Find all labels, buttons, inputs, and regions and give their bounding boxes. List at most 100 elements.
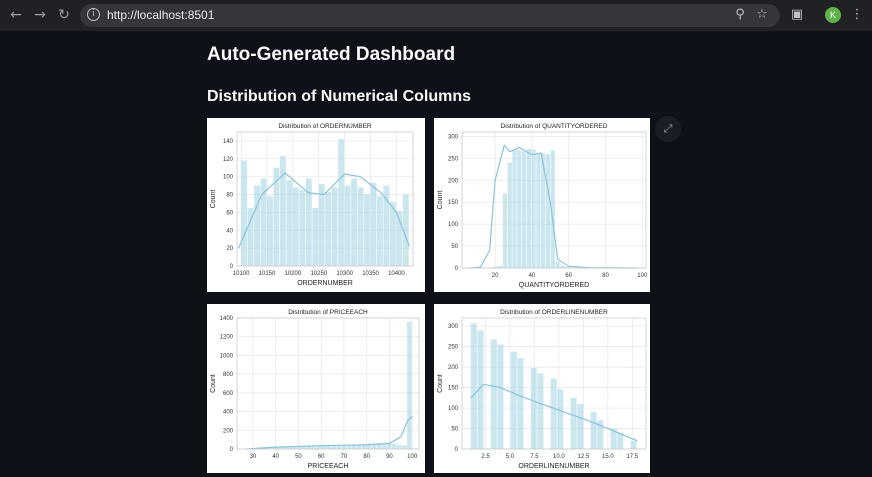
y-tick-label: 0 xyxy=(230,264,234,270)
x-tick-label: 5.0 xyxy=(506,454,515,460)
x-tick-label: 50 xyxy=(295,454,302,460)
y-tick-label: 60 xyxy=(226,210,233,216)
histogram-bar xyxy=(293,187,299,266)
histogram-bar xyxy=(517,150,521,268)
y-tick-label: 0 xyxy=(455,447,459,453)
section-title: Distribution of Numerical Columns xyxy=(207,88,471,106)
x-tick-label: 70 xyxy=(341,454,348,460)
x-tick-label: 10150 xyxy=(259,271,276,277)
histogram-bar xyxy=(319,184,325,266)
reload-icon[interactable]: ↻ xyxy=(54,5,74,25)
histogram-bar xyxy=(511,352,517,449)
profile-avatar[interactable]: K xyxy=(825,7,841,23)
x-tick-label: 12.5 xyxy=(578,454,590,460)
histogram-bar xyxy=(358,187,364,266)
y-tick-label: 120 xyxy=(223,157,234,163)
info-icon[interactable]: i xyxy=(87,8,100,21)
histogram-bar xyxy=(267,196,273,266)
back-icon[interactable]: ← xyxy=(6,5,26,25)
histogram-bar xyxy=(497,345,503,449)
priceeach-histogram: 0 200 400 600 800 1000 1200 1400 30 40 50 60 70 80 90 1… xyxy=(207,304,425,473)
forward-icon[interactable]: → xyxy=(30,5,50,25)
x-tick-label: 60 xyxy=(565,273,572,279)
x-tick-label: 10250 xyxy=(310,271,327,277)
y-tick-label: 250 xyxy=(448,156,459,162)
y-tick-label: 1200 xyxy=(220,335,234,341)
plot-frame xyxy=(237,318,419,449)
histogram-bar xyxy=(546,154,550,268)
y-tick-label: 40 xyxy=(226,228,233,234)
x-axis-label: ORDERLINENUMBER xyxy=(518,463,589,470)
y-tick-label: 50 xyxy=(451,427,458,433)
y-tick-label: 100 xyxy=(448,222,459,228)
y-tick-label: 250 xyxy=(448,345,459,351)
y-tick-label: 300 xyxy=(448,324,459,330)
x-tick-label: 20 xyxy=(492,273,499,279)
y-tick-label: 1000 xyxy=(220,353,234,359)
y-tick-label: 400 xyxy=(223,410,234,416)
histogram-bar xyxy=(551,379,557,449)
histogram-bar xyxy=(397,445,401,449)
y-tick-label: 100 xyxy=(448,406,459,412)
zoom-icon[interactable]: ⚲ xyxy=(731,6,749,24)
histogram-bar xyxy=(299,190,305,266)
histogram-bar xyxy=(536,153,540,268)
x-tick-label: 10.0 xyxy=(553,454,565,460)
x-tick-label: 100 xyxy=(407,454,418,460)
x-tick-label: 10350 xyxy=(362,271,379,277)
x-tick-label: 10400 xyxy=(388,271,405,277)
x-tick-label: 90 xyxy=(386,454,393,460)
histogram-bar xyxy=(286,180,292,266)
histogram-bar xyxy=(402,445,406,449)
histogram-bar xyxy=(241,161,247,266)
kde-line xyxy=(246,416,412,449)
chart-priceeach: 0 200 400 600 800 1000 1200 1400 30 40 50 60 70 80 90 1… xyxy=(207,304,425,473)
x-tick-label: 7.5 xyxy=(530,454,539,460)
page-title: Auto-Generated Dashboard xyxy=(207,44,455,66)
histogram-bar xyxy=(532,150,536,268)
chart-title: Distribution of ORDERLINENUMBER xyxy=(500,309,608,316)
y-tick-label: 200 xyxy=(223,428,234,434)
histogram-bar xyxy=(392,444,396,449)
chart-title: Distribution of QUANTITYORDERED xyxy=(501,123,608,130)
histogram-bar xyxy=(491,339,497,449)
x-tick-label: 15.0 xyxy=(602,454,614,460)
chart-title: Distribution of PRICEEACH xyxy=(288,309,368,316)
y-axis-label: Count xyxy=(437,374,444,393)
x-tick-label: 30 xyxy=(250,454,257,460)
x-tick-label: 2.5 xyxy=(481,454,490,460)
star-icon[interactable]: ☆ xyxy=(753,6,771,24)
x-tick-label: 40 xyxy=(529,273,536,279)
y-tick-label: 0 xyxy=(230,447,234,453)
y-tick-label: 600 xyxy=(223,391,234,397)
y-axis-label: Count xyxy=(437,191,444,210)
x-tick-label: 10200 xyxy=(285,271,302,277)
extensions-icon[interactable]: ▣ xyxy=(788,6,806,24)
y-tick-label: 200 xyxy=(448,365,459,371)
histogram-bar xyxy=(631,441,637,449)
y-tick-label: 1400 xyxy=(220,316,234,322)
histogram-bar xyxy=(407,322,411,449)
y-axis-label: Count xyxy=(210,374,217,393)
address-bar[interactable]: i http://localhost:8501 xyxy=(80,4,780,27)
x-tick-label: 60 xyxy=(318,454,325,460)
histogram-bar xyxy=(571,398,577,449)
fullscreen-icon[interactable]: ⤢ xyxy=(655,116,681,142)
menu-icon[interactable]: ⋮ xyxy=(848,6,866,24)
x-tick-label: 80 xyxy=(363,454,370,460)
histogram-bar xyxy=(537,373,543,449)
y-tick-label: 300 xyxy=(448,134,459,140)
y-tick-label: 140 xyxy=(223,139,234,145)
x-tick-label: 80 xyxy=(602,273,609,279)
x-tick-label: 40 xyxy=(272,454,279,460)
histogram-bar xyxy=(325,192,331,266)
url-text[interactable]: http://localhost:8501 xyxy=(107,8,214,22)
y-tick-label: 200 xyxy=(448,178,459,184)
y-tick-label: 800 xyxy=(223,372,234,378)
y-tick-label: 100 xyxy=(223,175,234,181)
histogram-bar xyxy=(531,368,537,449)
